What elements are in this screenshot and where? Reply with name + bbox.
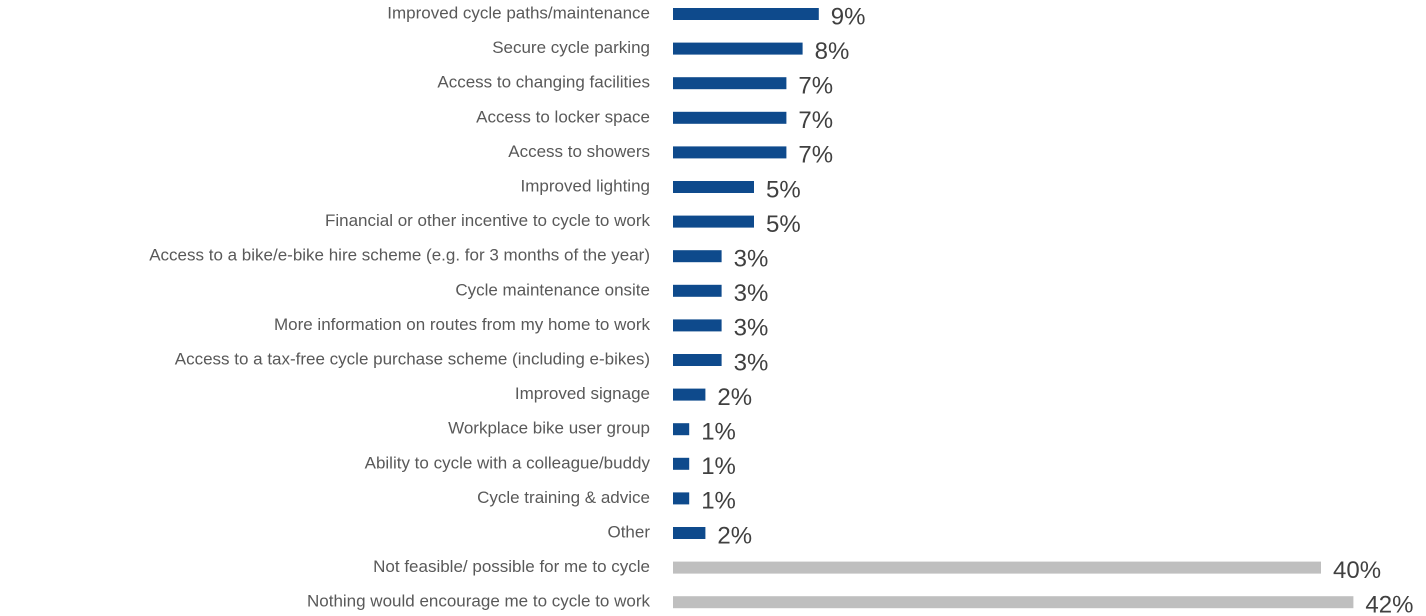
category-label: Improved lighting	[521, 176, 650, 195]
bar	[673, 388, 706, 401]
bar	[673, 215, 754, 228]
bar	[673, 42, 803, 55]
category-label: Cycle maintenance onsite	[455, 280, 650, 299]
category-label: Ability to cycle with a colleague/buddy	[365, 453, 651, 472]
value-label: 2%	[717, 384, 752, 411]
category-label: Access to a tax-free cycle purchase sche…	[175, 349, 650, 368]
bar	[673, 596, 1354, 609]
category-label: Access to showers	[508, 142, 650, 161]
bar	[673, 146, 787, 159]
value-label: 3%	[734, 315, 769, 342]
value-label: 5%	[766, 211, 801, 238]
bar	[673, 111, 787, 124]
bar	[673, 561, 1321, 574]
bar	[673, 319, 722, 332]
value-label: 8%	[815, 38, 850, 65]
bar	[673, 527, 706, 539]
value-label: 7%	[798, 142, 833, 169]
bar	[673, 457, 690, 470]
category-label: Financial or other incentive to cycle to…	[325, 211, 651, 230]
value-label: 2%	[717, 522, 752, 549]
category-label: Access to locker space	[476, 107, 650, 126]
bar	[673, 492, 690, 505]
bar	[673, 181, 754, 193]
category-label: Not feasible/ possible for me to cycle	[373, 557, 650, 576]
category-label: More information on routes from my home …	[274, 315, 651, 334]
bar	[673, 8, 819, 20]
value-label: 3%	[734, 246, 769, 273]
value-label: 9%	[831, 3, 866, 30]
value-label: 42%	[1365, 592, 1413, 616]
value-label: 5%	[766, 176, 801, 203]
value-label: 3%	[734, 349, 769, 376]
value-label: 1%	[701, 419, 736, 446]
value-label: 40%	[1333, 557, 1381, 584]
category-label: Nothing would encourage me to cycle to w…	[307, 592, 651, 611]
category-label: Improved signage	[515, 384, 650, 403]
category-label: Other	[607, 522, 650, 541]
category-label: Cycle training & advice	[477, 488, 650, 507]
category-label: Access to a bike/e-bike hire scheme (e.g…	[149, 246, 650, 265]
category-label: Access to changing facilities	[437, 73, 650, 92]
bar	[673, 284, 722, 297]
value-label: 7%	[798, 107, 833, 134]
category-label: Secure cycle parking	[492, 38, 650, 57]
value-label: 3%	[734, 280, 769, 307]
bar	[673, 354, 722, 366]
value-label: 1%	[701, 488, 736, 515]
value-label: 7%	[798, 73, 833, 100]
category-label: Improved cycle paths/maintenance	[387, 3, 650, 22]
bar	[673, 250, 722, 263]
value-label: 1%	[701, 453, 736, 480]
bar	[673, 77, 787, 90]
category-label: Workplace bike user group	[448, 419, 650, 438]
bar	[673, 423, 690, 436]
